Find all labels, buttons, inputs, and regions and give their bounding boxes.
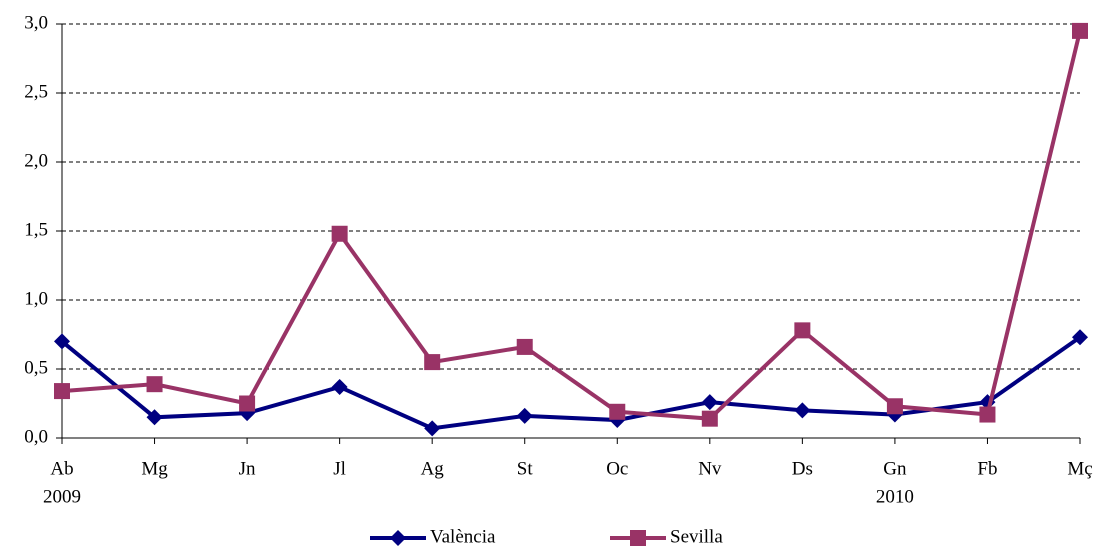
y-tick-label: 0,0 [24, 426, 48, 447]
x-tick-label: Nv [698, 458, 722, 479]
y-tick-label: 2,0 [24, 150, 48, 171]
x-tick-label: Jl [333, 458, 346, 479]
y-tick-label: 1,0 [24, 288, 48, 309]
legend-marker [630, 530, 646, 546]
marker [146, 376, 163, 393]
x-tick-label: Mg [141, 458, 168, 479]
series-line [61, 30, 1082, 421]
marker [424, 354, 441, 371]
marker [146, 409, 163, 426]
legend-marker [390, 530, 406, 546]
marker [516, 407, 533, 424]
marker [239, 395, 256, 412]
x-tick-label: Jn [239, 458, 256, 479]
marker [1072, 22, 1088, 39]
x-tick-label: St [517, 458, 534, 479]
y-tick-label: 0,5 [24, 357, 48, 378]
x-tick-label: Fb [977, 458, 997, 479]
marker [54, 333, 70, 350]
marker [331, 225, 348, 242]
marker [886, 398, 903, 415]
y-tick-label: 2,5 [24, 81, 48, 102]
marker [979, 406, 996, 423]
marker [1072, 329, 1088, 346]
x-tick-label: Ab [50, 458, 73, 479]
marker [794, 322, 811, 339]
x-tick-label: 2009 [43, 486, 81, 507]
marker [54, 383, 70, 400]
x-tick-label: Gn [883, 458, 907, 479]
marker [701, 394, 718, 411]
y-tick-label: 1,5 [24, 219, 48, 240]
marker [424, 420, 441, 437]
x-tick-label: Ds [792, 458, 813, 479]
marker [331, 378, 348, 395]
marker [609, 403, 626, 420]
series-line [60, 335, 1082, 431]
y-tick-label: 3,0 [24, 12, 48, 33]
x-tick-label: Mç [1067, 458, 1092, 479]
x-tick-label: Ag [421, 458, 445, 479]
marker [794, 402, 811, 419]
legend-label: Sevilla [670, 526, 723, 547]
marker [516, 338, 533, 355]
x-tick-label: 2010 [876, 486, 914, 507]
marker [701, 410, 718, 427]
x-tick-label: Oc [606, 458, 628, 479]
legend-label: València [430, 526, 496, 547]
